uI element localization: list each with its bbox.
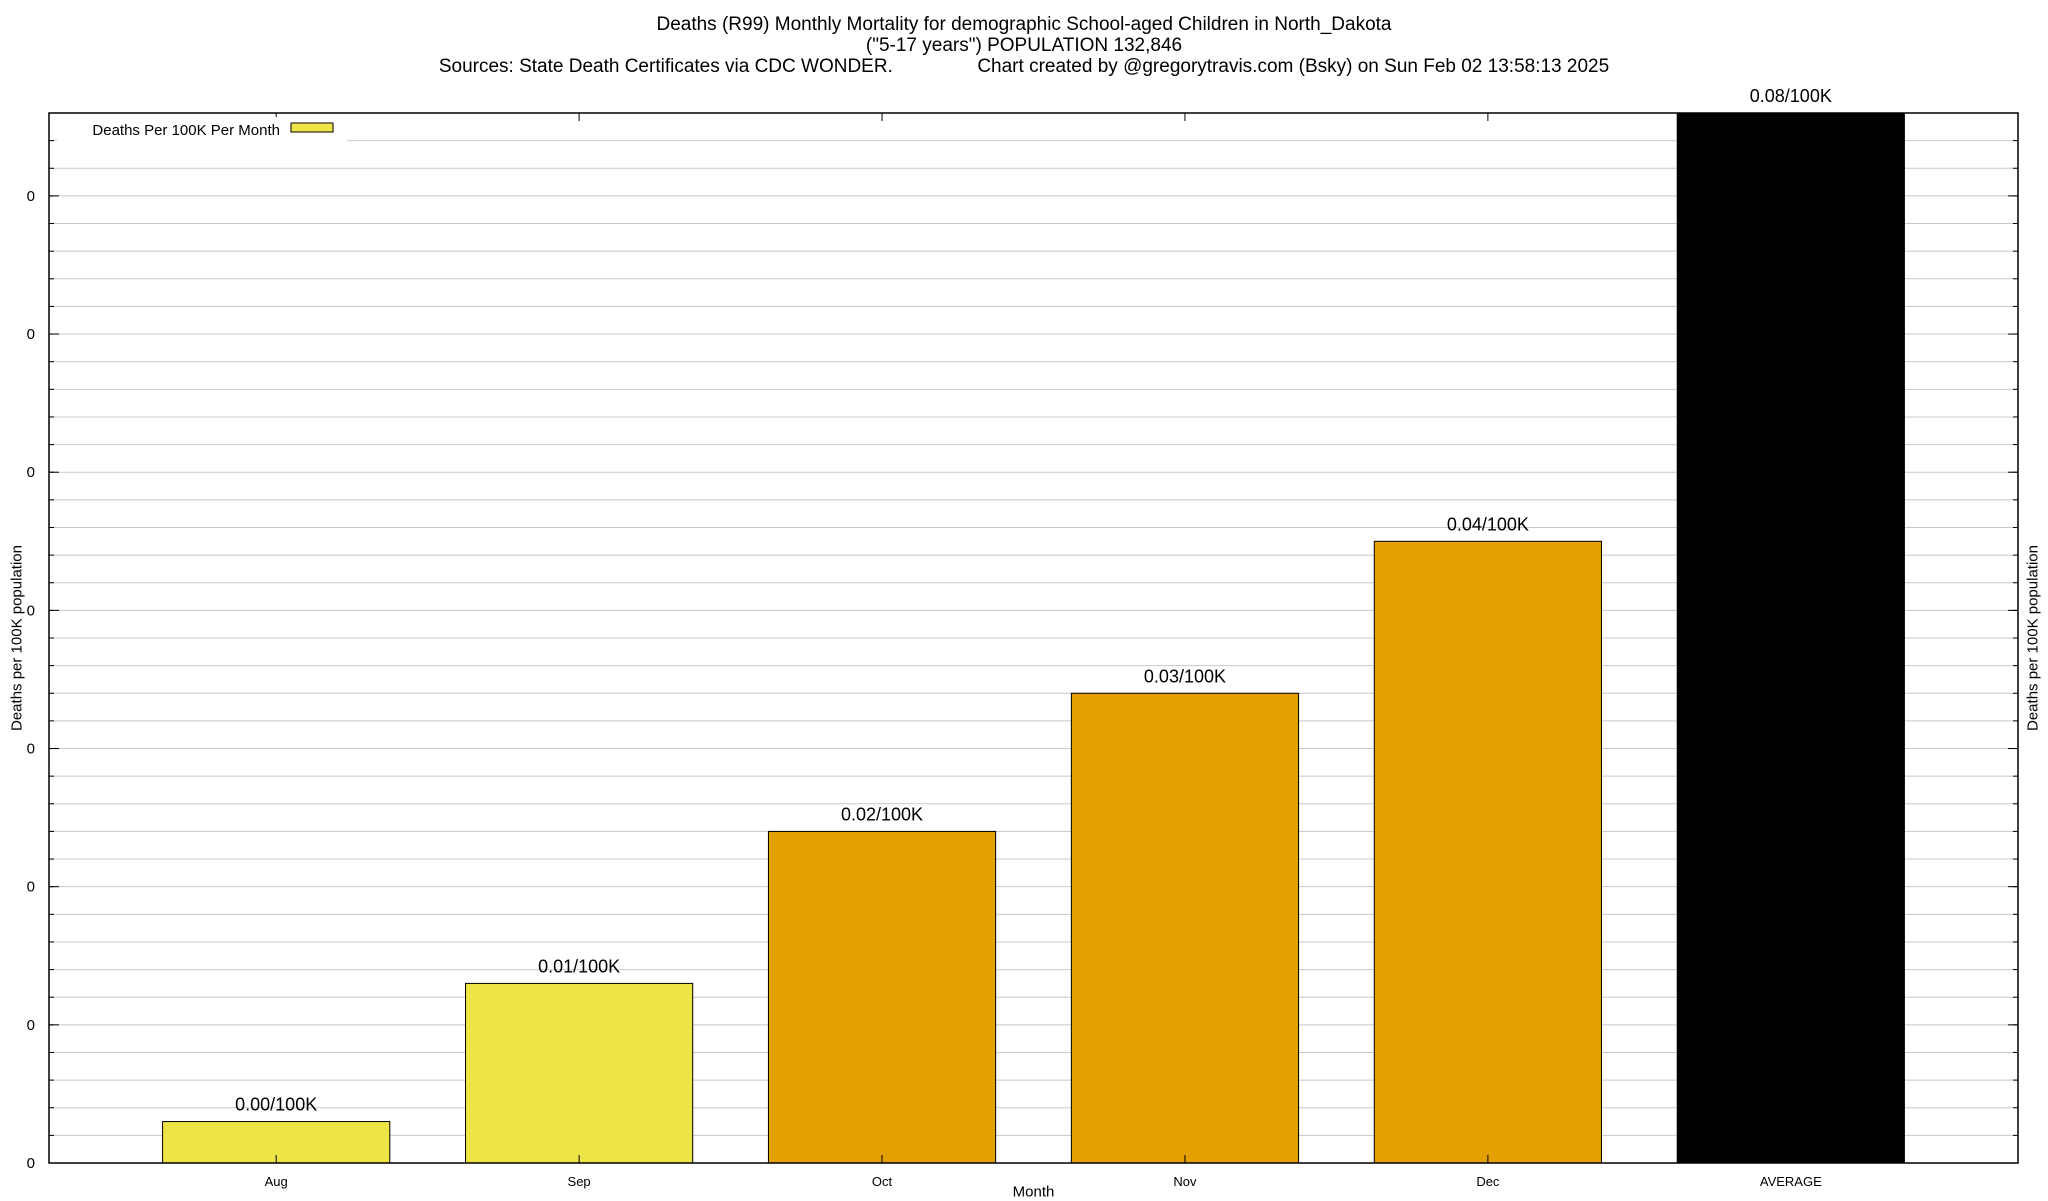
x-tick-label: Aug <box>265 1174 288 1189</box>
y-tick-label: 0 <box>27 1155 35 1172</box>
chart-credit: Chart created by @gregorytravis.com (Bsk… <box>977 56 1610 77</box>
x-tick-label: Oct <box>872 1174 893 1189</box>
y-tick-label: 0 <box>27 188 35 205</box>
bars <box>162 112 1905 1164</box>
x-tick-label: Sep <box>568 1174 591 1189</box>
y-axis-label-right: Deaths per 100K population <box>2024 545 2042 731</box>
chart-sources-line: Sources: State Death Certificates via CD… <box>0 56 2048 77</box>
data-label: 0.08/100K <box>1750 86 1832 106</box>
legend-swatch <box>290 122 334 133</box>
bar-average <box>1676 112 1905 1164</box>
legend: Deaths Per 100K Per Month <box>57 117 347 143</box>
bar-nov <box>1070 692 1300 1164</box>
data-label: 0.00/100K <box>235 1095 317 1115</box>
y-ticks: 0 0 0 0 0 0 0 0 <box>27 140 2018 1172</box>
data-label: 0.02/100K <box>841 804 923 824</box>
data-label: 0.04/100K <box>1447 514 1529 534</box>
y-tick-label: 0 <box>27 326 35 343</box>
y-tick-label: 0 <box>27 464 35 481</box>
x-tick-label: AVERAGE <box>1760 1174 1822 1189</box>
data-label: 0.01/100K <box>538 956 620 976</box>
x-axis-label: Month <box>1012 1183 1055 1201</box>
y-axis-label-left: Deaths per 100K population <box>8 545 26 731</box>
bar-oct <box>767 830 997 1164</box>
y-tick-label: 0 <box>27 1017 35 1034</box>
chart-title-block: Deaths (R99) Monthly Mortality for demog… <box>0 14 2048 77</box>
y-tick-label: 0 <box>27 741 35 758</box>
y-tick-label: 0 <box>27 602 35 619</box>
chart-title-line-1: Deaths (R99) Monthly Mortality for demog… <box>656 14 1392 35</box>
legend-label: Deaths Per 100K Per Month <box>92 122 280 139</box>
x-tick-labels: Aug Sep Oct Nov Dec AVERAGE <box>265 113 1822 1189</box>
x-tick-label: Nov <box>1173 1174 1197 1189</box>
x-tick-label: Dec <box>1476 1174 1500 1189</box>
bar-dec <box>1373 540 1602 1164</box>
chart-title-line-2: ("5-17 years") POPULATION 132,846 <box>865 35 1183 56</box>
data-label: 0.03/100K <box>1144 666 1226 686</box>
y-tick-label: 0 <box>27 879 35 896</box>
bar-sep <box>465 982 694 1164</box>
data-labels: 0.00/100K 0.01/100K 0.02/100K 0.03/100K 0.04… <box>235 86 1832 1115</box>
chart-sources: Sources: State Death Certificates via CD… <box>438 56 893 77</box>
